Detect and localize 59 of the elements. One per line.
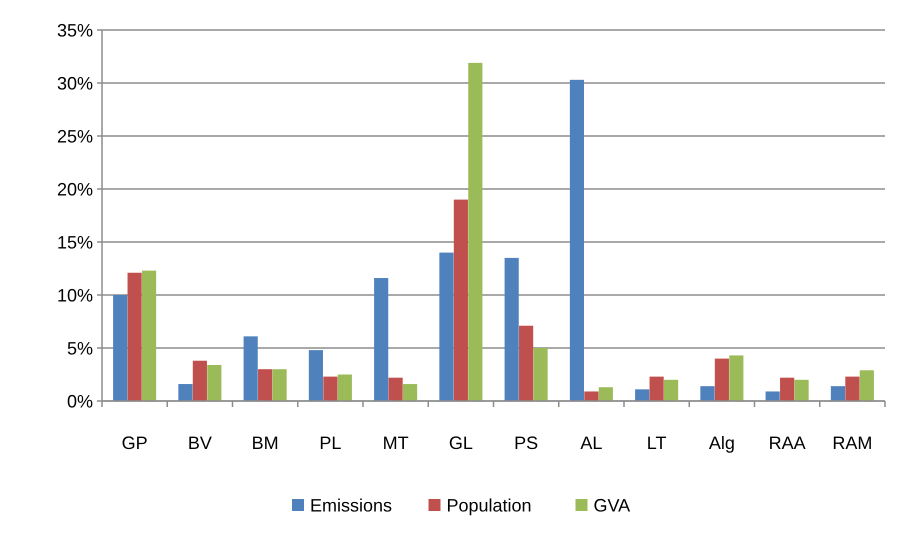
y-tick-label: 35% xyxy=(56,20,93,40)
x-tick-label: Alg xyxy=(708,433,735,453)
bar xyxy=(504,258,519,401)
y-tick-label: 20% xyxy=(56,179,93,200)
bar xyxy=(388,378,403,401)
bar xyxy=(780,378,794,401)
y-tick-label: 25% xyxy=(56,126,93,146)
y-tick-label: 5% xyxy=(66,338,93,358)
bar xyxy=(519,326,534,401)
bar xyxy=(664,380,678,401)
bar xyxy=(128,272,142,401)
bar xyxy=(374,278,388,401)
bar xyxy=(113,295,128,401)
bar xyxy=(635,389,650,401)
bar xyxy=(766,391,780,401)
y-tick-label: 30% xyxy=(56,73,93,94)
bar xyxy=(323,376,338,401)
x-tick-label: RAM xyxy=(832,433,872,453)
x-tick-label: GL xyxy=(448,433,473,453)
bar xyxy=(650,376,664,401)
x-tick-label: GP xyxy=(122,433,148,453)
x-tick-label: RAA xyxy=(768,433,806,453)
bar xyxy=(700,386,715,401)
x-tick-label: MT xyxy=(382,433,409,453)
bar xyxy=(272,369,287,401)
bar xyxy=(584,391,598,401)
bar xyxy=(258,369,272,401)
y-tick-label: 10% xyxy=(56,285,93,306)
bar xyxy=(439,252,454,401)
bar xyxy=(794,380,809,401)
bar xyxy=(192,360,207,401)
y-tick-label: 15% xyxy=(56,232,93,252)
bar xyxy=(533,348,548,401)
bar xyxy=(454,200,468,401)
bar xyxy=(830,386,846,401)
x-tick-label: BV xyxy=(188,433,212,453)
bar xyxy=(468,62,482,401)
bar xyxy=(598,387,613,401)
bar xyxy=(714,358,729,401)
bar xyxy=(845,376,860,401)
x-tick-label: PS xyxy=(514,433,538,453)
bar xyxy=(402,384,418,401)
legend-label: Emissions xyxy=(310,495,392,516)
bar xyxy=(244,336,258,401)
bar xyxy=(729,355,744,401)
bar xyxy=(570,80,584,401)
bar xyxy=(338,374,352,401)
legend-label: GVA xyxy=(594,495,630,516)
legend-label: Population xyxy=(446,495,532,516)
bar xyxy=(178,384,193,401)
bar xyxy=(142,270,156,401)
x-tick-label: PL xyxy=(319,433,342,453)
x-tick-label: LT xyxy=(646,433,666,453)
x-tick-label: BM xyxy=(252,433,279,453)
y-tick-label: 0% xyxy=(66,391,93,412)
bar xyxy=(860,370,874,401)
bar xyxy=(308,350,324,401)
bar xyxy=(207,364,222,401)
x-tick-label: AL xyxy=(580,433,602,453)
